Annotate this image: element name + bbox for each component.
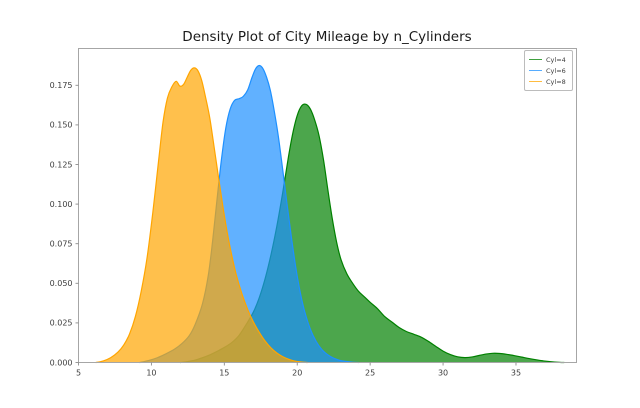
- x-tick-label: 15: [219, 369, 229, 378]
- x-tick-label: 20: [292, 369, 302, 378]
- legend-line-swatch: [529, 81, 542, 82]
- x-tick-label: 5: [76, 369, 81, 378]
- legend-label: Cyl=8: [546, 77, 566, 86]
- y-tick-label: 0.000: [50, 358, 73, 367]
- legend: Cyl=4 Cyl=6 Cyl=8: [524, 50, 573, 91]
- x-tick-label: 35: [511, 369, 521, 378]
- x-tick-label: 30: [438, 369, 448, 378]
- y-tick-label: 0.100: [50, 200, 73, 209]
- density-line-cyl8: [95, 67, 309, 364]
- legend-entry: Cyl=8: [529, 76, 572, 87]
- x-tick-label: 25: [365, 369, 375, 378]
- y-tick-label: 0.175: [50, 81, 73, 90]
- legend-entry: Cyl=6: [529, 65, 572, 76]
- plot-frame: [78, 48, 577, 363]
- density-area-cyl8: [96, 67, 308, 363]
- legend-label: Cyl=4: [546, 55, 566, 64]
- y-tick-label: 0.075: [50, 239, 73, 248]
- chart-title: Density Plot of City Mileage by n_Cylind…: [182, 29, 472, 45]
- y-tick-label: 0.125: [50, 160, 73, 169]
- y-tick-label: 0.150: [50, 121, 73, 130]
- y-tick-label: 0.050: [50, 279, 73, 288]
- x-tick-label: 10: [146, 369, 156, 378]
- legend-line-swatch: [529, 70, 542, 71]
- legend-line-swatch: [529, 59, 542, 60]
- legend-label: Cyl=6: [546, 66, 566, 75]
- density-area-cyl6: [139, 65, 359, 363]
- y-tick-label: 0.025: [50, 319, 73, 328]
- legend-entry: Cyl=4: [529, 54, 572, 65]
